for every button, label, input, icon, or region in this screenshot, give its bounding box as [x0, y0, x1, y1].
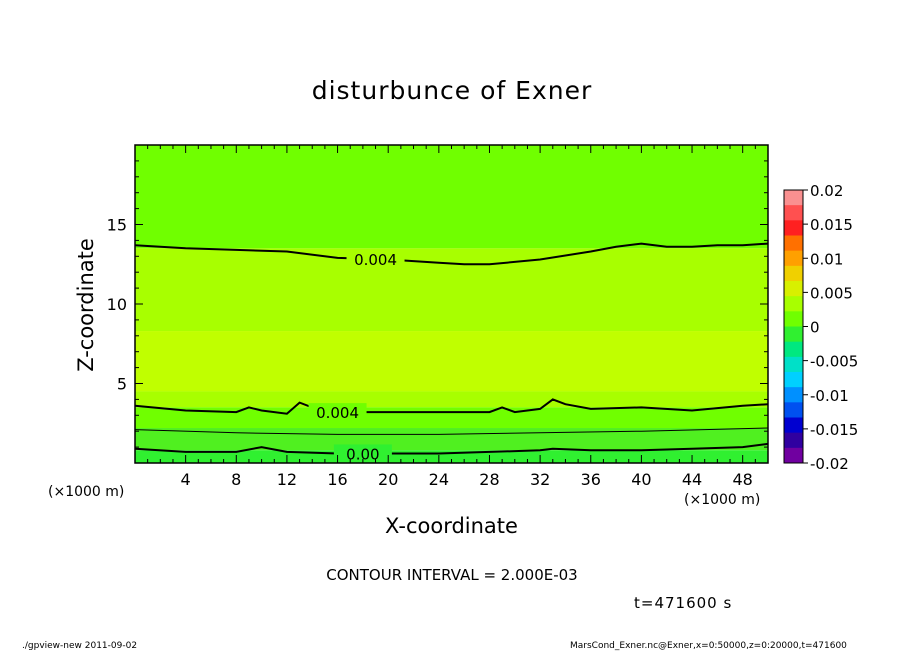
x-tick-label: 32 [530, 470, 550, 489]
thin-contour-0 [134, 427, 769, 435]
chart-title: disturbunce of Exner [311, 76, 593, 105]
colorbar: 0.02 0.015 0.01 0.005 0 -0.005 -0.01 -0.015 -0.0… [783, 182, 858, 473]
colorbar-band-2 [784, 220, 803, 236]
contour-line-0 [134, 242, 769, 266]
colorbar-tick-label: -0.01 [810, 387, 849, 405]
fill-band-0 [135, 145, 768, 249]
contour-lines: 0.004 0.004 0.00 [134, 242, 769, 463]
colorbar-band-7 [784, 296, 803, 312]
colorbar-band-13 [784, 387, 803, 403]
colorbar-band-3 [784, 235, 803, 252]
fill-band-1 [135, 248, 768, 332]
fill-band-2 [135, 331, 768, 392]
fill-band-4 [135, 407, 768, 429]
x-tick-label: 16 [327, 470, 347, 489]
contour-label-1: 0.004 [316, 404, 359, 422]
footer-source: MarsCond_Exner.nc@Exner,x=0:50000,z=0:20… [570, 641, 847, 651]
x-unit-label-left: (×1000 m) [48, 484, 125, 500]
fill-bands [135, 145, 768, 463]
colorbar-band-1 [784, 205, 803, 221]
colorbar-band-12 [784, 372, 803, 388]
colorbar-tick-label: -0.02 [810, 455, 849, 473]
fill-band-5 [135, 428, 768, 451]
colorbar-band-5 [784, 265, 803, 282]
colorbar-band-11 [784, 356, 803, 373]
x-tick-label: 28 [479, 470, 499, 489]
x-tick-label: 40 [631, 470, 651, 489]
x-tick-label: 36 [581, 470, 601, 489]
x-tick-label: 20 [378, 470, 398, 489]
contour-label-bg-2 [333, 444, 392, 463]
x-unit-label-right: (×1000 m) [684, 492, 761, 508]
colorbar-band-16 [784, 432, 803, 449]
x-axis-label: X-coordinate [385, 514, 518, 538]
colorbar-tick-label: 0.01 [810, 250, 843, 268]
colorbar-band-10 [784, 341, 803, 358]
y-tick-label: 5 [117, 375, 127, 394]
y-tick-label: 10 [107, 295, 127, 314]
colorbar-tick-label: 0 [810, 319, 820, 337]
colorbar-tick-label: 0.005 [810, 284, 853, 302]
contour-label-bg-0 [346, 250, 405, 269]
y-axis-label: Z-coordinate [74, 238, 98, 372]
x-tick-label: 48 [733, 470, 753, 489]
colorbar-tick-label: -0.005 [810, 353, 858, 371]
fill-band-3 [135, 391, 768, 408]
contour-interval-label: CONTOUR INTERVAL = 2.000E-03 [326, 566, 578, 584]
colorbar-band-9 [784, 326, 803, 343]
footer-program: ./gpview-new 2011-09-02 [22, 641, 138, 651]
x-tick-label: 12 [277, 470, 297, 489]
colorbar-band-14 [784, 402, 803, 418]
colorbar-tick-label: -0.015 [810, 421, 858, 439]
colorbar-tick-label: 0.015 [810, 216, 853, 234]
x-tick-label: 24 [429, 470, 449, 489]
colorbar-band-0 [784, 190, 803, 206]
time-label: t=471600 s [634, 594, 733, 612]
x-tick-label: 4 [181, 470, 191, 489]
colorbar-band-15 [784, 417, 803, 434]
fill-band-6 [135, 450, 768, 463]
contour-line-1 [134, 398, 769, 415]
x-tick-label: 8 [231, 470, 241, 489]
colorbar-band-4 [784, 250, 803, 267]
colorbar-band-6 [784, 281, 803, 297]
contour-line-2 [134, 442, 769, 455]
contour-label-bg-1 [308, 403, 367, 422]
contour-label-0: 0.004 [354, 251, 397, 269]
contour-label-2: 0.00 [346, 445, 379, 463]
x-tick-label: 44 [682, 470, 702, 489]
colorbar-band-17 [784, 447, 803, 464]
colorbar-band-8 [784, 311, 803, 327]
y-tick-label: 15 [107, 216, 127, 235]
colorbar-tick-label: 0.02 [810, 182, 843, 200]
